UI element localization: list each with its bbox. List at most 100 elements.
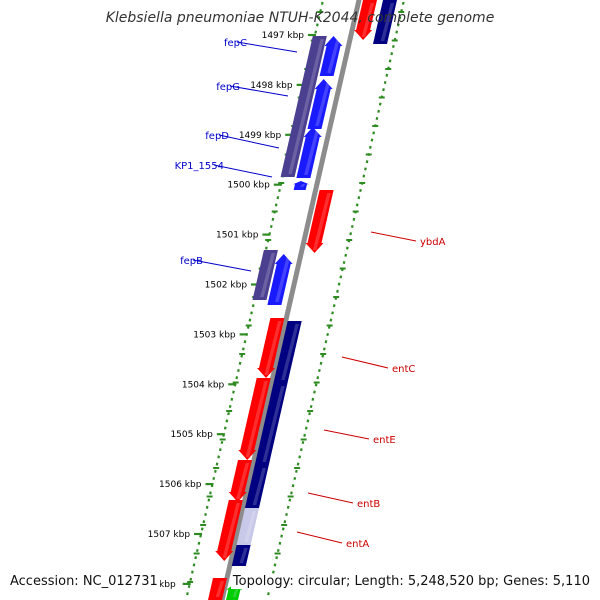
outer-scale-dot (322, 347, 326, 351)
inner-scale-dot (271, 217, 275, 221)
outer-scale-dot (276, 548, 280, 553)
outer-scale-dot (298, 455, 302, 459)
gene-arrow-entE-track-shade (262, 386, 285, 462)
outer-scale-dot (304, 426, 308, 430)
inner-scale-dot (215, 462, 219, 466)
gene-arrow-fepG (307, 79, 333, 129)
outer-scale-dot (278, 541, 282, 545)
gene-arrow-entC (257, 318, 285, 378)
inner-scale-dot (237, 368, 240, 373)
tick-label-1508: 8 kbp (150, 580, 176, 590)
label-leader-fepB (192, 259, 252, 272)
inner-scale-dot (228, 404, 232, 409)
outer-scale-dot (388, 59, 392, 63)
outer-scale-dot (286, 505, 290, 509)
outer-scale-dot (324, 340, 328, 344)
gene-arrow-entB-shade (236, 463, 250, 499)
gene-arrow-fepB-track-shade (260, 253, 276, 297)
outer-scale-dot (350, 224, 354, 229)
outer-scale-dot (349, 232, 353, 236)
inner-scale-dot (315, 23, 319, 27)
inner-scale-dot (276, 196, 280, 200)
outer-scale-dot (290, 491, 293, 495)
tick-label-1501: 1501 kbp (216, 231, 259, 241)
label-leader-entE (323, 429, 370, 440)
label-leader-entB (307, 492, 354, 504)
outer-scale-dot (372, 131, 376, 135)
outer-scale-dot (319, 361, 323, 365)
gene-arrow-entA-track-end-shade (239, 548, 248, 563)
gene-arrow-bottom-red-shade (215, 581, 225, 597)
outer-scale-dot (267, 592, 270, 596)
tick-label-1507: 1507 kbp (148, 530, 191, 540)
inner-scale-dot (199, 534, 202, 538)
gene-arrow-top-red (354, 0, 377, 40)
outer-scale-dot (401, 1, 405, 5)
gene-arrow-entA-shade (222, 503, 240, 558)
outer-scale-dot (272, 570, 275, 574)
inner-scale-dot (251, 304, 255, 308)
outer-scale-dot (329, 318, 333, 322)
feature-label-entE: entE (373, 435, 396, 446)
outer-scale-dot (339, 275, 343, 279)
inner-scale-dot (225, 419, 229, 423)
inner-scale-dot (205, 505, 209, 509)
gene-arrow-top-red-shade (361, 3, 375, 37)
outer-scale-dot (314, 383, 318, 387)
gene-arrow-fepB (267, 254, 293, 305)
outer-scale-dot (326, 332, 329, 337)
inner-scale-dot (240, 354, 244, 358)
outer-scale-dot (370, 138, 374, 142)
gene-arrow-bottom-red (208, 578, 227, 600)
gene-arrow-entC-shade (264, 321, 282, 375)
inner-scale-dot (227, 412, 230, 416)
gene-arrow-fepB-shade (275, 257, 291, 302)
outer-scale-dot (392, 44, 395, 49)
label-leader-ybdA (370, 231, 417, 242)
gene-arrow-entA-track-end (231, 545, 251, 566)
inner-scale-dot (204, 512, 207, 517)
inner-scale-dot (241, 347, 245, 351)
map-title: Klebsiella pneumoniae NTUH-K2044, comple… (105, 10, 495, 26)
outer-scale-dot (344, 253, 348, 257)
outer-scale-dot (398, 16, 402, 20)
outer-scale-dot (299, 448, 303, 452)
label-leader-fepG (229, 85, 289, 97)
tick-label-1502: 1502 kbp (205, 281, 248, 291)
tick-label-1497: 1497 kbp (262, 31, 305, 41)
inner-scale-dot (194, 556, 198, 560)
outer-scale-dot (318, 368, 321, 373)
outer-scale-dot (345, 246, 349, 250)
label-leader-fepD (218, 134, 280, 149)
gene-arrow-entA (215, 500, 243, 561)
outer-scale-dot (280, 534, 283, 538)
gene-arrow-fepG-shade (315, 82, 331, 126)
outer-scale-dot (390, 52, 394, 56)
gene-arrow-entE (238, 378, 271, 460)
outer-scale-dot (321, 354, 325, 358)
outer-scale-dot (362, 174, 366, 178)
inner-scale-dot (200, 527, 204, 531)
outer-scale-dot (395, 30, 399, 34)
gene-arrow-fepC-track (280, 36, 327, 177)
outer-scale-dot (364, 167, 367, 171)
gene-arrow-entC-track-shade (281, 324, 299, 380)
outer-scale-dot (293, 476, 297, 481)
gene-arrow-top-navy-shade (380, 3, 395, 41)
feature-label-fepC: fepC (224, 38, 247, 49)
outer-scale-dot (313, 390, 316, 394)
gene-arrow-bottom-green-shade (232, 587, 240, 597)
inner-scale-dot (207, 498, 211, 502)
outer-scale-dot (337, 282, 341, 286)
tick-label-1505: 1505 kbp (170, 430, 213, 440)
inner-scale-dot (232, 390, 235, 394)
outer-scale-dot (336, 289, 339, 293)
tick-label-1503: 1503 kbp (193, 330, 236, 340)
tick-label-1504: 1504 kbp (182, 380, 225, 390)
outer-scale-dot (316, 376, 320, 380)
outer-scale-dot (301, 440, 305, 445)
accession-text: Accession: NC_012731 (8, 574, 160, 589)
inner-scale-dot (209, 491, 212, 495)
